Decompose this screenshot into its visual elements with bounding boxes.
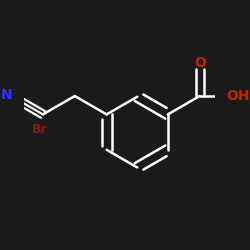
Text: N: N bbox=[0, 88, 12, 102]
Text: OH: OH bbox=[226, 89, 250, 103]
Text: Br: Br bbox=[32, 124, 48, 136]
Text: O: O bbox=[194, 56, 206, 70]
